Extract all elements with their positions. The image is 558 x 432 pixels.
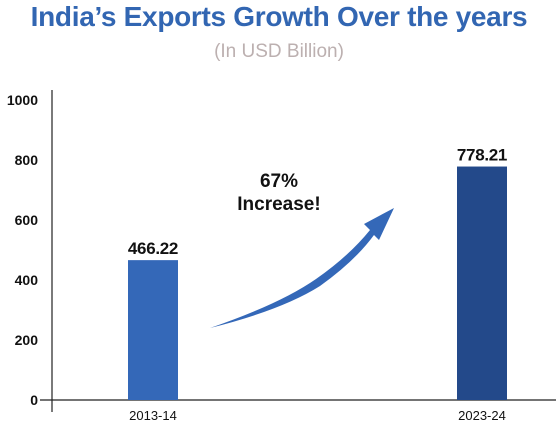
bar-2013-14	[128, 260, 178, 400]
y-tick-label: 0	[30, 392, 38, 408]
up-right-arrow-icon	[210, 208, 394, 328]
y-tick-label: 600	[15, 212, 39, 228]
x-tick-labels: 2013-14 2023-24	[129, 408, 506, 423]
y-tick-label: 800	[15, 152, 39, 168]
data-labels: 466.22 778.21	[128, 146, 508, 259]
bar-2023-24	[457, 166, 507, 400]
bars	[128, 166, 507, 400]
x-tick-label: 2023-24	[458, 408, 506, 423]
y-tick-label: 400	[15, 272, 39, 288]
y-tick-labels: 0 200 400 600 800 1000	[7, 92, 38, 408]
y-tick-label: 200	[15, 332, 39, 348]
annotation-label: Increase!	[237, 194, 320, 215]
data-label: 778.21	[457, 146, 507, 165]
annotation-percent: 67%	[260, 171, 298, 192]
data-label: 466.22	[128, 239, 178, 258]
y-tick-label: 1000	[7, 92, 38, 108]
growth-annotation: 67% Increase!	[210, 171, 394, 328]
chart-subtitle: (In USD Billion)	[214, 41, 344, 62]
x-tick-label: 2013-14	[129, 408, 177, 423]
chart-title: India’s Exports Growth Over the years	[30, 1, 528, 32]
